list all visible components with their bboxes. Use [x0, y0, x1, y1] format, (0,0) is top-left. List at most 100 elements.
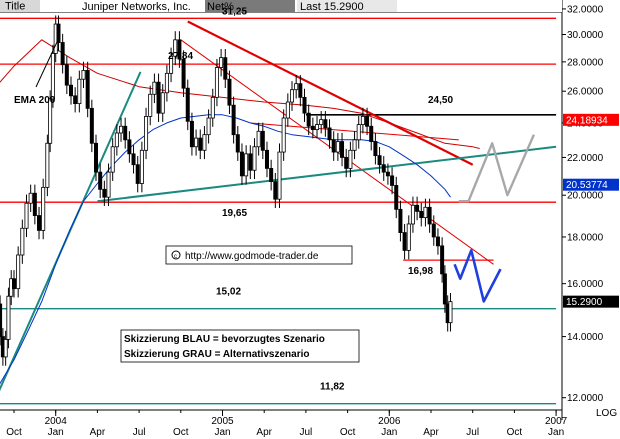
scenario-note-box: Skizzierung BLAU = bevorzugtes Szenario …	[120, 329, 360, 363]
x-year-label: 2004	[45, 416, 68, 427]
candle	[135, 156, 140, 193]
candle	[331, 131, 336, 161]
candle	[144, 107, 149, 160]
candle	[123, 117, 128, 149]
instrument-name: Juniper Networks, Inc.	[82, 1, 191, 13]
last-price-label: Last 15.2900	[300, 1, 364, 13]
x-year-label: 2007	[545, 416, 568, 427]
candle	[169, 47, 174, 83]
candle	[281, 109, 286, 161]
candle	[423, 198, 428, 227]
candle	[435, 228, 440, 255]
candle	[273, 172, 278, 209]
candle	[448, 293, 453, 332]
candle	[335, 132, 340, 161]
price-tag: 15.2900	[563, 295, 619, 308]
candle	[98, 163, 103, 199]
candle	[16, 246, 21, 298]
candle	[310, 117, 315, 139]
candle	[390, 167, 395, 195]
y-tick-label: 28.0000	[567, 57, 604, 68]
net-field[interactable]	[205, 0, 295, 12]
candle	[419, 202, 424, 227]
candle	[440, 237, 445, 283]
candle	[289, 81, 294, 111]
candle	[89, 99, 94, 153]
moving-averages	[0, 39, 480, 385]
level-labels: 31,25 27,84 24,50 19,65 16,98 15,02 11,82	[168, 6, 453, 392]
trend-line-triangle-base	[97, 145, 557, 203]
x-tick-label: Jan	[48, 427, 64, 438]
candle	[64, 56, 69, 94]
candle	[37, 206, 42, 240]
url-box[interactable]: c http://www.godmode-trader.de	[165, 245, 353, 265]
candle	[348, 141, 353, 178]
y-tick-label: 14.0000	[567, 332, 604, 343]
candle	[244, 145, 249, 185]
candle	[377, 147, 382, 174]
last-field	[297, 0, 397, 12]
candle	[327, 119, 332, 149]
candle	[114, 124, 119, 156]
candle	[223, 49, 228, 89]
candle	[48, 90, 53, 153]
net-field-label: Net%	[207, 1, 234, 13]
x-tick-label: Oct	[507, 427, 523, 438]
url-text: http://www.godmode-trader.de	[185, 251, 319, 262]
candle	[269, 159, 274, 191]
candle	[189, 112, 194, 156]
x-year-label: 2005	[211, 416, 234, 427]
x-year-label: 2006	[378, 416, 401, 427]
candle	[340, 132, 345, 167]
candle	[256, 122, 261, 156]
ema-200-label: EMA 200	[14, 95, 56, 106]
x-tick-label: Jan	[381, 427, 397, 438]
y-tick-label: 18.0000	[567, 232, 604, 243]
candle	[227, 70, 232, 115]
candle	[302, 88, 307, 122]
candle	[148, 85, 153, 126]
candle	[427, 198, 432, 233]
candle	[77, 70, 82, 113]
level-label: 15,02	[216, 287, 241, 298]
candle	[210, 88, 215, 127]
candle	[68, 76, 73, 105]
price-tag: 20.53774	[563, 178, 619, 191]
candle	[235, 126, 240, 161]
candle	[185, 79, 190, 131]
title-field[interactable]	[0, 0, 40, 12]
candle	[45, 134, 50, 197]
candle	[323, 111, 328, 137]
candle	[260, 122, 265, 160]
candle	[360, 107, 365, 134]
candle	[152, 73, 157, 104]
candle	[24, 194, 29, 238]
candle	[239, 143, 244, 185]
candle	[0, 295, 3, 346]
candle	[264, 141, 269, 178]
header-bar: Title Juniper Networks, Inc. Net% Last 1…	[0, 0, 562, 13]
candle	[381, 156, 386, 181]
x-tick-label: Oct	[6, 427, 22, 438]
candle	[11, 270, 16, 298]
candle	[131, 145, 136, 174]
candle	[356, 115, 361, 149]
y-tick-label: 20.0000	[567, 191, 604, 202]
x-tick-label: Oct	[173, 427, 189, 438]
candle	[110, 138, 115, 181]
candle	[139, 141, 144, 193]
candle	[85, 61, 90, 118]
candle	[294, 75, 299, 99]
x-tick-label: Jan	[548, 427, 564, 438]
y-tick-label: 26.0000	[567, 87, 604, 98]
ema-200-line	[0, 39, 480, 149]
candle	[402, 223, 407, 260]
candle	[6, 287, 11, 349]
level-label: 31,25	[222, 6, 247, 17]
trend-line-downtrend-bold	[187, 20, 474, 166]
candle	[50, 44, 55, 108]
price-tag: 24.18934	[563, 113, 619, 126]
title-field-label: Title	[5, 1, 25, 13]
